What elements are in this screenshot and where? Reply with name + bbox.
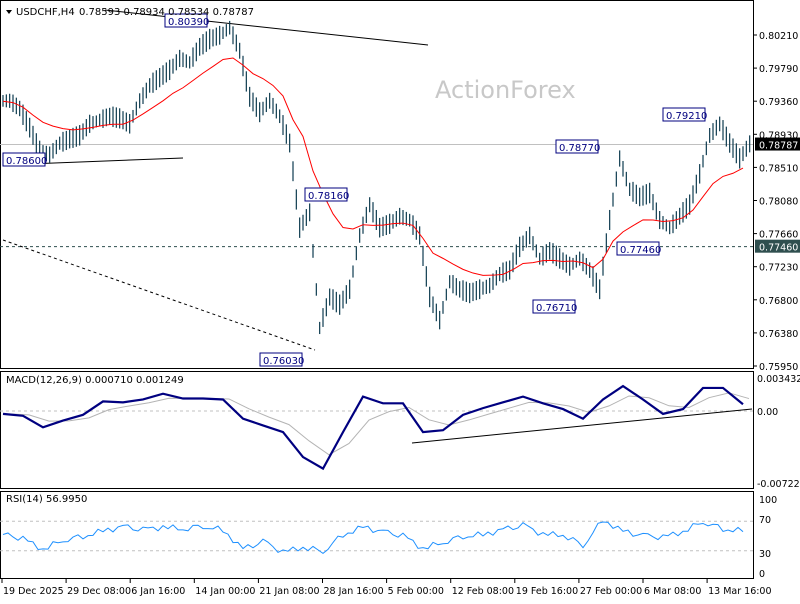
price-tick-label: 0.76800 xyxy=(759,296,798,307)
level-price-label: 0.77460 xyxy=(759,243,798,254)
time-tick-label: 19 Dec 2025 xyxy=(3,586,64,597)
price-annotation: 0.79210 xyxy=(666,111,707,122)
price-annotation-box xyxy=(259,352,303,367)
price-annotation: 0.80390 xyxy=(168,17,209,28)
price-annotation-box xyxy=(2,152,46,167)
time-tick-label: 21 Jan 08:00 xyxy=(259,586,319,597)
price-annotation-box xyxy=(532,299,576,314)
price-tick-label: 0.78510 xyxy=(759,163,798,174)
price-pane xyxy=(0,0,754,369)
price-annotation-box xyxy=(164,13,208,28)
time-tick-label: 28 Jan 16:00 xyxy=(324,586,384,597)
time-tick-label: 6 Mar 08:00 xyxy=(644,586,701,597)
rsi-tick-label: 100 xyxy=(759,495,777,506)
macd-pane xyxy=(0,371,754,489)
time-tick-label: 14 Jan 00:00 xyxy=(195,586,255,597)
time-tick-label: 12 Feb 08:00 xyxy=(452,586,514,597)
rsi-tick-label: 70 xyxy=(759,515,771,526)
trendline-dashed xyxy=(2,239,316,351)
price-tick-label: 0.78080 xyxy=(759,197,798,208)
trendline-top xyxy=(104,9,429,46)
price-annotation-box xyxy=(304,187,348,202)
price-tick-label: 0.79360 xyxy=(759,97,798,108)
ohlc-label: 0.78593 0.78934 0.78534 0.78787 xyxy=(79,7,254,18)
price-annotation-box xyxy=(662,107,706,122)
price-annotation: 0.77460 xyxy=(620,245,661,256)
price-tick-label: 0.79790 xyxy=(759,64,798,75)
price-annotation: 0.76710 xyxy=(536,303,577,314)
rsi-label: RSI(14) 56.9950 xyxy=(6,494,87,505)
macd-label: MACD(12,26,9) 0.000710 0.001249 xyxy=(6,375,184,386)
time-tick-label: 5 Feb 00:00 xyxy=(388,586,444,597)
price-annotation-box xyxy=(555,139,599,154)
time-tick-label: 19 Feb 16:00 xyxy=(516,586,578,597)
current-price-label: 0.78787 xyxy=(759,141,798,152)
time-tick-label: 6 Jan 16:00 xyxy=(131,586,185,597)
level-price-badge xyxy=(755,239,800,253)
macd-tick-label: 0.00 xyxy=(757,407,778,418)
price-annotation: 0.76030 xyxy=(263,356,304,367)
collapse-triangle-icon[interactable] xyxy=(6,10,12,14)
price-tick-label: 0.75950 xyxy=(759,362,798,373)
moving-average-line xyxy=(2,57,744,276)
macd-tick-label: -0.007223 xyxy=(757,479,800,490)
time-tick-label: 29 Dec 08:00 xyxy=(67,586,131,597)
time-tick-label: 27 Feb 00:00 xyxy=(580,586,642,597)
symbol-label: USDCHF,H4 xyxy=(16,7,75,18)
price-tick-label: 0.77230 xyxy=(759,263,798,274)
macd-line xyxy=(2,384,744,471)
watermark: ActionForex xyxy=(435,76,576,104)
current-price-badge xyxy=(755,137,800,151)
macd-signal-line xyxy=(8,392,750,456)
price-tick-label: 0.78930 xyxy=(759,130,798,141)
rsi-line xyxy=(2,521,744,554)
rsi-tick-label: 30 xyxy=(759,549,771,560)
price-tick-label: 0.76380 xyxy=(759,329,798,340)
rsi-tick-label: 0 xyxy=(759,569,765,580)
price-tick-label: 0.77660 xyxy=(759,230,798,241)
price-annotation-box xyxy=(616,241,660,256)
price-tick-label: 0.80210 xyxy=(759,31,798,42)
price-annotation: 0.78160 xyxy=(308,191,349,202)
macd-trendline xyxy=(411,408,753,444)
price-annotation: 0.78600 xyxy=(6,156,47,167)
time-tick-label: 13 Mar 16:00 xyxy=(708,586,771,597)
macd-tick-label: 0.003432 xyxy=(757,374,800,385)
rsi-pane xyxy=(0,491,754,579)
price-annotation: 0.78770 xyxy=(559,143,600,154)
